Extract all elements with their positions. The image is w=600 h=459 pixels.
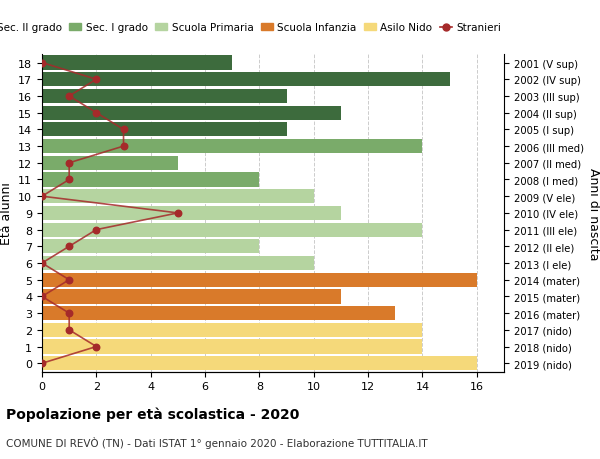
Bar: [42, 356, 477, 370]
Point: [119, 126, 128, 134]
Bar: [42, 207, 341, 220]
Bar: [42, 340, 422, 354]
Point: [64, 160, 74, 167]
Point: [173, 210, 182, 217]
Point: [37, 260, 47, 267]
Text: Popolazione per età scolastica - 2020: Popolazione per età scolastica - 2020: [6, 406, 299, 421]
Point: [64, 326, 74, 334]
Point: [64, 310, 74, 317]
Point: [37, 193, 47, 201]
Bar: [42, 290, 341, 304]
Y-axis label: Età alunni: Età alunni: [0, 182, 13, 245]
Bar: [42, 173, 259, 187]
Point: [92, 226, 101, 234]
Point: [37, 293, 47, 301]
Point: [64, 243, 74, 251]
Point: [37, 60, 47, 67]
Bar: [42, 90, 287, 104]
Bar: [42, 306, 395, 320]
Bar: [42, 157, 178, 170]
Bar: [42, 140, 422, 154]
Point: [92, 110, 101, 117]
Point: [64, 176, 74, 184]
Bar: [42, 56, 232, 71]
Point: [64, 93, 74, 101]
Bar: [42, 240, 259, 254]
Point: [92, 343, 101, 351]
Bar: [42, 323, 422, 337]
Y-axis label: Anni di nascita: Anni di nascita: [587, 167, 600, 260]
Bar: [42, 257, 314, 270]
Point: [64, 276, 74, 284]
Bar: [42, 73, 449, 87]
Legend: Sec. II grado, Sec. I grado, Scuola Primaria, Scuola Infanzia, Asilo Nido, Stran: Sec. II grado, Sec. I grado, Scuola Prim…: [0, 19, 505, 37]
Bar: [42, 223, 422, 237]
Bar: [42, 273, 477, 287]
Point: [37, 360, 47, 367]
Bar: [42, 106, 341, 121]
Text: COMUNE DI REVÒ (TN) - Dati ISTAT 1° gennaio 2020 - Elaborazione TUTTITALIA.IT: COMUNE DI REVÒ (TN) - Dati ISTAT 1° genn…: [6, 436, 428, 448]
Point: [119, 143, 128, 151]
Bar: [42, 190, 314, 204]
Bar: [42, 123, 287, 137]
Point: [92, 76, 101, 84]
